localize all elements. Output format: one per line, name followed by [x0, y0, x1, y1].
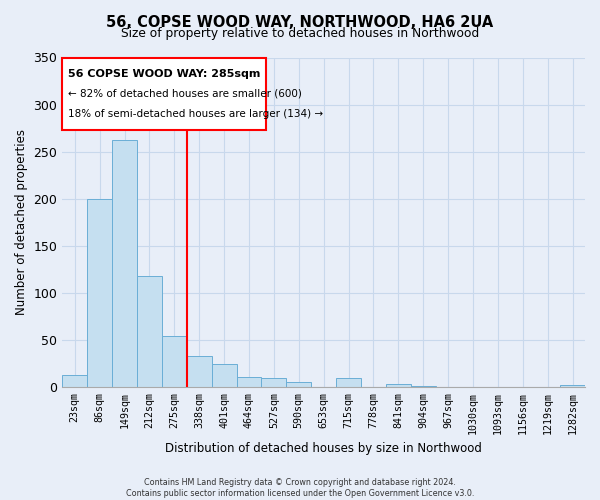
- Text: Size of property relative to detached houses in Northwood: Size of property relative to detached ho…: [121, 28, 479, 40]
- Bar: [87, 198, 112, 387]
- Text: Contains HM Land Registry data © Crown copyright and database right 2024.
Contai: Contains HM Land Registry data © Crown c…: [126, 478, 474, 498]
- Text: 56 COPSE WOOD WAY: 285sqm: 56 COPSE WOOD WAY: 285sqm: [68, 69, 260, 79]
- Bar: [236, 378, 262, 387]
- Bar: [162, 336, 187, 387]
- Bar: [262, 378, 286, 387]
- Bar: [336, 378, 361, 387]
- FancyBboxPatch shape: [62, 58, 266, 130]
- Bar: [286, 382, 311, 387]
- Y-axis label: Number of detached properties: Number of detached properties: [15, 129, 28, 315]
- Text: 56, COPSE WOOD WAY, NORTHWOOD, HA6 2UA: 56, COPSE WOOD WAY, NORTHWOOD, HA6 2UA: [106, 15, 494, 30]
- Text: ← 82% of detached houses are smaller (600): ← 82% of detached houses are smaller (60…: [68, 89, 301, 99]
- Bar: [137, 276, 162, 387]
- Text: 18% of semi-detached houses are larger (134) →: 18% of semi-detached houses are larger (…: [68, 108, 323, 118]
- X-axis label: Distribution of detached houses by size in Northwood: Distribution of detached houses by size …: [165, 442, 482, 455]
- Bar: [112, 140, 137, 387]
- Bar: [386, 384, 411, 387]
- Bar: [212, 364, 236, 387]
- Bar: [560, 385, 585, 387]
- Bar: [62, 374, 87, 387]
- Bar: [187, 356, 212, 387]
- Bar: [411, 386, 436, 387]
